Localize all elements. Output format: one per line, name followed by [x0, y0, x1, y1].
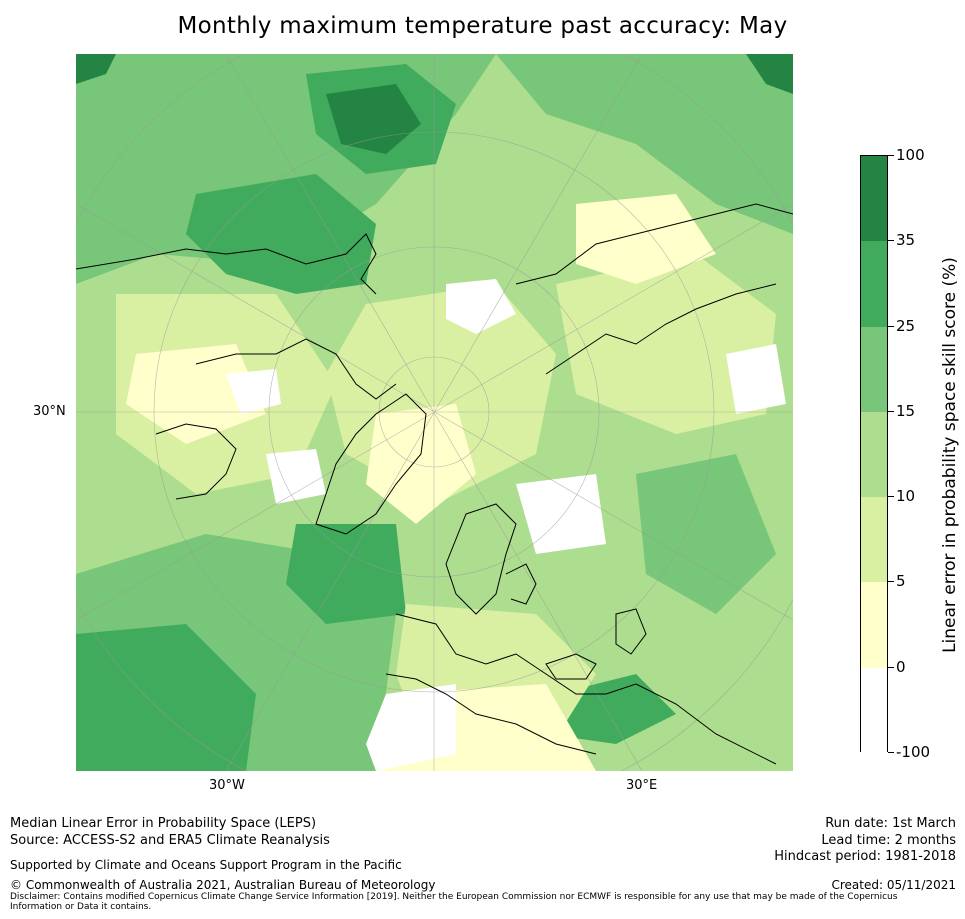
coastline-greenland [315, 393, 427, 535]
colorbar-tick [888, 240, 894, 241]
coastline-north-africa [385, 673, 597, 755]
colorbar-segment [861, 241, 887, 328]
footer-leps: Median Linear Error in Probability Space… [10, 816, 317, 831]
coastlines [76, 203, 793, 765]
lon-label-30e: 30°E [626, 778, 658, 793]
skill-zone-pale-canada [126, 344, 266, 444]
colorbar-tick-label: 35 [896, 231, 916, 249]
skill-zone-darkest-north [326, 84, 421, 154]
colorbar-segment [861, 411, 887, 498]
meridian-60e [76, 203, 793, 621]
skill-zone-white-greenland [266, 449, 326, 504]
coastline-north-america [76, 233, 377, 295]
coastline-canada-arctic [195, 338, 397, 400]
skill-zone-white-hudson [226, 369, 281, 414]
colorbar-tick-label: 0 [896, 658, 906, 676]
map-panel[interactable] [76, 54, 793, 771]
footer-lead-time: Lead time: 2 months [821, 833, 956, 848]
skill-zone-dark-southwest [76, 624, 256, 771]
footer-created: Created: 05/11/2021 [831, 878, 956, 892]
footer-run-date: Run date: 1st March [825, 816, 956, 831]
skill-zone-white-asia [726, 344, 786, 414]
coastline-black-sea [545, 653, 597, 680]
colorbar-tick-label: 15 [896, 402, 916, 420]
colorbar-tick [888, 496, 894, 497]
coastline-caspian [615, 608, 647, 655]
footer-disclaimer: Disclaimer: Contains modified Copernicus… [10, 892, 898, 912]
colorbar-tick-label: 25 [896, 317, 916, 335]
colorbar-tick-label: 5 [896, 572, 906, 590]
skill-zone-light-asia [556, 254, 776, 434]
skill-zone-east-asia [636, 454, 776, 614]
footer-copyright: © Commonwealth of Australia 2021, Austra… [10, 878, 436, 892]
colorbar [860, 155, 888, 754]
graticule [76, 54, 793, 771]
skill-zone-pale-siberia [576, 194, 716, 284]
skill-zone-white-arctic [446, 279, 516, 334]
skill-zone-darkest-corner-nw [76, 54, 116, 84]
colorbar-tick [888, 326, 894, 327]
lat-label-30n: 30°N [33, 404, 66, 419]
colorbar-tick [888, 581, 894, 582]
footer-hindcast: Hindcast period: 1981-2018 [774, 849, 956, 864]
colorbar-tick-label: -100 [896, 743, 931, 761]
skill-map[interactable] [76, 54, 793, 771]
skill-zone-dark-northwest [186, 174, 376, 294]
coastline-baltic [505, 563, 537, 605]
coastline-scandinavia [445, 503, 517, 615]
colorbar-segment [861, 156, 887, 242]
lon-label-30w: 30°W [209, 778, 245, 793]
coastline-europe [395, 613, 777, 765]
skill-zone-white-scandinavia [516, 474, 606, 554]
colorbar-segment [861, 497, 887, 583]
colorbar-tick [888, 155, 894, 156]
coastline-siberia [515, 203, 793, 285]
chart-title: Monthly maximum temperature past accurac… [177, 13, 788, 39]
skill-zone-dark-atlantic [286, 524, 406, 624]
colorbar-tick [888, 411, 894, 412]
colorbar-tick-label: 10 [896, 487, 916, 505]
colorbar-tick [888, 667, 894, 668]
skill-zone-darkest-corner-ne [746, 54, 793, 94]
colorbar-segment [861, 582, 887, 669]
colorbar-segment [861, 326, 887, 413]
footer-support: Supported by Climate and Oceans Support … [10, 858, 402, 872]
footer-source: Source: ACCESS-S2 and ERA5 Climate Reana… [10, 833, 330, 848]
colorbar-tick-label: 100 [896, 146, 925, 164]
colorbar-segment [861, 667, 887, 754]
colorbar-tick [888, 752, 894, 753]
coastline-arctic-russia [545, 283, 777, 375]
skill-zone-white-sahara [366, 684, 456, 771]
skill-zone-pacific-north [496, 54, 793, 234]
coastline-hudson-bay [155, 423, 237, 500]
colorbar-title: Linear error in probability space skill … [940, 257, 960, 653]
skill-zone-pale-greenland [366, 404, 476, 524]
